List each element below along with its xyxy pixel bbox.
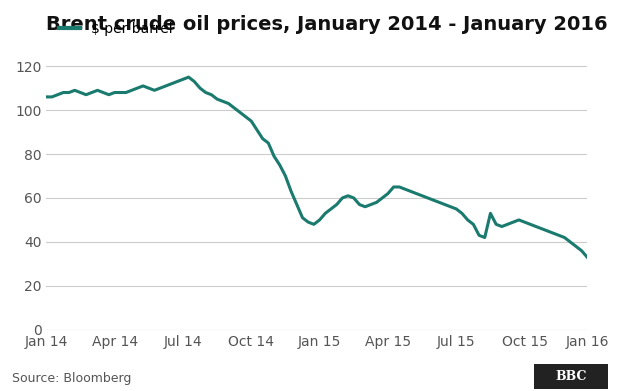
Text: Brent crude oil prices, January 2014 - January 2016: Brent crude oil prices, January 2014 - J… — [46, 15, 608, 34]
Text: BBC: BBC — [555, 370, 587, 383]
Legend: $ per barrel: $ per barrel — [53, 17, 178, 42]
Text: Source: Bloomberg: Source: Bloomberg — [12, 372, 132, 385]
